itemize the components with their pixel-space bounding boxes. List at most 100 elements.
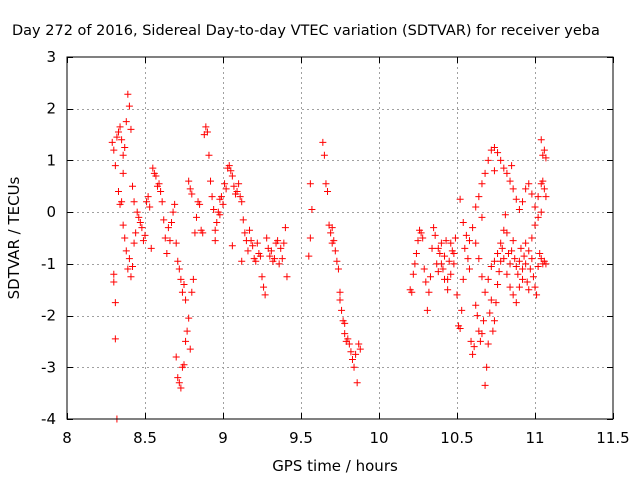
data-point bbox=[508, 247, 516, 255]
data-point bbox=[328, 224, 336, 232]
data-point bbox=[230, 182, 238, 190]
chart-title: Day 272 of 2016, Sidereal Day-to-day VTE… bbox=[12, 23, 600, 39]
data-point bbox=[481, 381, 489, 389]
y-tick-label: -2 bbox=[41, 307, 56, 325]
x-tick-labels: 8 8.5 9 9.5 10 10.5 11 11.5 bbox=[62, 429, 629, 447]
data-point bbox=[478, 273, 486, 281]
data-point bbox=[175, 265, 183, 273]
data-point bbox=[472, 203, 480, 211]
data-point bbox=[136, 218, 144, 226]
data-point bbox=[247, 237, 255, 245]
data-point bbox=[306, 234, 314, 242]
data-point bbox=[319, 138, 327, 146]
data-point bbox=[412, 250, 420, 258]
data-point bbox=[458, 306, 466, 314]
data-point bbox=[110, 278, 118, 286]
data-point bbox=[456, 195, 464, 203]
data-point bbox=[283, 273, 291, 281]
y-tick-label: 3 bbox=[46, 48, 56, 66]
data-point bbox=[252, 257, 260, 265]
data-point bbox=[434, 244, 442, 252]
data-point bbox=[174, 257, 182, 265]
data-point bbox=[347, 348, 355, 356]
data-point bbox=[336, 296, 344, 304]
data-point bbox=[503, 169, 511, 177]
data-point bbox=[476, 337, 484, 345]
data-point bbox=[147, 244, 155, 252]
data-point bbox=[186, 185, 194, 193]
data-point bbox=[261, 291, 269, 299]
data-point bbox=[487, 296, 495, 304]
data-point bbox=[533, 291, 541, 299]
data-point bbox=[188, 190, 196, 198]
data-point bbox=[341, 319, 349, 327]
data-point bbox=[149, 164, 157, 172]
data-point bbox=[437, 239, 445, 247]
data-point bbox=[161, 234, 169, 242]
data-point bbox=[227, 167, 235, 175]
data-point bbox=[236, 193, 244, 201]
data-point bbox=[168, 218, 176, 226]
data-point bbox=[124, 90, 132, 98]
data-point bbox=[537, 136, 545, 144]
data-point bbox=[490, 257, 498, 265]
y-tick-label: -3 bbox=[41, 358, 56, 376]
data-point bbox=[456, 325, 464, 332]
data-point bbox=[127, 273, 135, 281]
data-point bbox=[235, 180, 243, 188]
data-point bbox=[306, 180, 314, 188]
data-point bbox=[494, 281, 502, 289]
data-point bbox=[447, 270, 455, 278]
data-point bbox=[480, 317, 488, 325]
data-point bbox=[497, 156, 505, 164]
data-point bbox=[462, 231, 470, 239]
data-point bbox=[110, 270, 118, 278]
data-point bbox=[211, 226, 219, 234]
data-point bbox=[522, 239, 530, 247]
data-point bbox=[238, 257, 246, 265]
data-point bbox=[426, 273, 434, 281]
data-point bbox=[155, 180, 163, 188]
data-point bbox=[450, 250, 458, 258]
data-point bbox=[430, 224, 438, 232]
data-point bbox=[308, 206, 316, 214]
data-point bbox=[425, 288, 433, 296]
data-point bbox=[512, 262, 520, 270]
data-point bbox=[119, 151, 127, 159]
data-point bbox=[528, 255, 536, 263]
data-point bbox=[178, 288, 186, 296]
data-point bbox=[534, 193, 542, 201]
data-point bbox=[163, 250, 171, 258]
data-point bbox=[442, 237, 450, 245]
data-point bbox=[515, 257, 523, 265]
data-point bbox=[497, 239, 505, 247]
data-point bbox=[320, 151, 328, 159]
data-point bbox=[180, 281, 188, 289]
data-point bbox=[512, 299, 520, 307]
data-point bbox=[528, 234, 536, 242]
data-point bbox=[327, 229, 335, 237]
data-point bbox=[409, 270, 417, 278]
data-point bbox=[202, 123, 210, 131]
data-point bbox=[175, 379, 183, 387]
data-point bbox=[114, 187, 122, 195]
data-point bbox=[338, 306, 346, 314]
data-point bbox=[118, 136, 126, 144]
data-point bbox=[121, 234, 129, 242]
data-point bbox=[172, 353, 180, 361]
data-point bbox=[129, 262, 137, 270]
data-point bbox=[210, 206, 218, 214]
data-point bbox=[233, 187, 241, 195]
data-point bbox=[267, 247, 275, 255]
data-point bbox=[450, 260, 458, 268]
data-point bbox=[483, 363, 491, 371]
data-point bbox=[139, 237, 147, 245]
data-point bbox=[249, 242, 257, 250]
x-axis-label: GPS time / hours bbox=[272, 457, 398, 475]
data-point bbox=[169, 208, 177, 216]
data-point bbox=[520, 252, 528, 260]
data-point bbox=[539, 177, 547, 185]
data-point bbox=[489, 327, 497, 335]
data-point bbox=[152, 172, 160, 180]
data-point bbox=[172, 239, 180, 247]
